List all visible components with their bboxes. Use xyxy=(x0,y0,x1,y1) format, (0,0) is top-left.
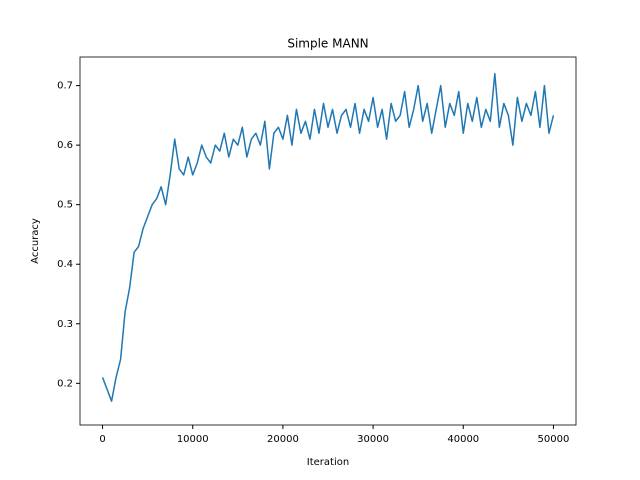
y-tick-label: 0.7 xyxy=(57,81,73,92)
x-tick-label: 20000 xyxy=(267,434,299,445)
x-tick-label: 50000 xyxy=(538,434,570,445)
x-tick-label: 10000 xyxy=(177,434,209,445)
x-tick-label: 0 xyxy=(99,434,105,445)
y-axis-label: Accuracy xyxy=(30,218,41,264)
x-axis-label: Iteration xyxy=(307,457,349,468)
data-line xyxy=(101,72,555,402)
y-tick-label: 0.5 xyxy=(57,200,73,211)
y-tick-label: 0.6 xyxy=(57,140,73,151)
y-tick-label: 0.2 xyxy=(57,378,73,389)
y-tick-label: 0.3 xyxy=(57,319,73,330)
x-tick-label: 40000 xyxy=(447,434,479,445)
y-tick-label: 0.4 xyxy=(57,259,73,270)
x-tick-label: 30000 xyxy=(357,434,389,445)
plot-frame xyxy=(79,56,577,426)
chart-title: Simple MANN xyxy=(287,37,368,51)
